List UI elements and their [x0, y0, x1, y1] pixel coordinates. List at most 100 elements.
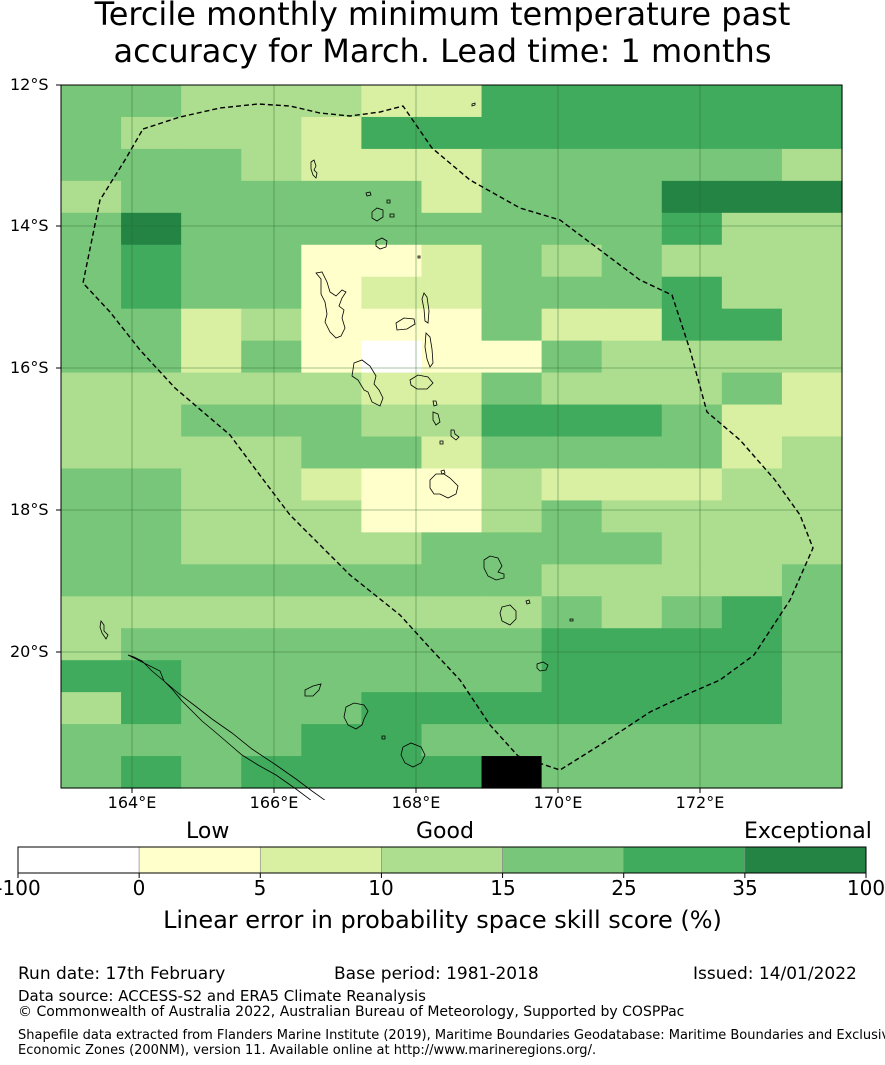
- grid-cell: [241, 276, 302, 310]
- grid-cell: [241, 628, 302, 661]
- grid-cell: [481, 276, 543, 310]
- grid-cell: [781, 564, 843, 597]
- grid-cell: [721, 596, 783, 629]
- grid-cell: [361, 692, 423, 725]
- grid-cell: [481, 244, 543, 278]
- grid-cell: [661, 212, 723, 246]
- grid-cell: [361, 308, 423, 342]
- grid-cell: [61, 500, 122, 533]
- legend-tick-0: 0: [132, 876, 146, 900]
- grid-cell: [121, 372, 182, 406]
- grid-cell: [181, 404, 242, 438]
- grid-cell: [361, 596, 423, 629]
- grid-cell: [541, 308, 603, 342]
- grid-cell: [781, 212, 843, 246]
- grid-cell: [781, 308, 843, 342]
- island-banks-2: [371, 207, 384, 222]
- grid-cell: [421, 692, 483, 725]
- grid-cell: [61, 116, 122, 150]
- grid-cell: [541, 724, 603, 757]
- grid-cell: [301, 596, 362, 629]
- grid-cell: [121, 212, 182, 246]
- grid-cell: [541, 404, 603, 438]
- grid-cell: [121, 660, 182, 693]
- grid-cell: [601, 724, 663, 757]
- legend-color-bin: [381, 846, 503, 874]
- legend-color-bin: [138, 846, 261, 874]
- grid-cell: [781, 468, 843, 501]
- grid-cell: [601, 596, 663, 629]
- grid-cell: [541, 372, 603, 406]
- grid-cell: [61, 692, 122, 725]
- grid-cell: [361, 116, 423, 150]
- island-ambae: [395, 317, 416, 331]
- lat-label-16s: 16°S: [10, 358, 49, 377]
- grid-cell: [541, 628, 603, 661]
- grid-cell: [721, 372, 783, 406]
- grid-cell: [361, 212, 423, 246]
- grid-cell: [61, 468, 122, 501]
- copyright-notice: © Commonwealth of Australia 2022, Austra…: [18, 1004, 685, 1020]
- shapefile-credit-line-2: Economic Zones (200NM), version 11. Avai…: [18, 1043, 597, 1058]
- grid-cell: [541, 468, 603, 501]
- grid-cell: [301, 660, 362, 693]
- grid-cell: [121, 532, 182, 565]
- grid-cell: [61, 372, 122, 406]
- coastlines: [99, 102, 574, 800]
- grid-cell: [181, 564, 242, 597]
- grid-cell: [601, 756, 663, 789]
- grid-cell: [121, 628, 182, 661]
- grid-cell: [721, 308, 783, 342]
- skill-score-map: [56, 84, 843, 800]
- island-small-3: [440, 469, 446, 475]
- grid-cell: [781, 628, 843, 661]
- grid-cell: [481, 628, 543, 661]
- legend-color-bin: [502, 846, 625, 874]
- run-date: Run date: 17th February: [18, 964, 226, 984]
- base-period: Base period: 1981-2018: [334, 964, 539, 984]
- grid-cell: [241, 180, 302, 214]
- grid-cell: [361, 85, 423, 118]
- grid-cell: [241, 532, 302, 565]
- grid-cell: [421, 212, 483, 246]
- grid-cell: [361, 628, 423, 661]
- grid-cell: [181, 116, 242, 150]
- island-ambrym: [409, 374, 434, 390]
- grid-cell: [541, 116, 603, 150]
- grid-cell: [601, 628, 663, 661]
- grid-cell: [61, 308, 122, 342]
- grid-cell: [601, 276, 663, 310]
- grid-cell: [481, 404, 543, 438]
- island-banks-4: [389, 213, 395, 218]
- grid-cell: [121, 180, 182, 214]
- grid-cell: [241, 724, 302, 757]
- grid-cell: [481, 756, 543, 789]
- grid-cell: [241, 660, 302, 693]
- grid-cell: [121, 724, 182, 757]
- island-tanna: [499, 604, 517, 626]
- grid-cell: [181, 244, 242, 278]
- grid-cell: [121, 244, 182, 278]
- grid-cell: [481, 660, 543, 693]
- grid-cell: [661, 180, 723, 214]
- grid-cell: [601, 85, 663, 118]
- grid-cell: [721, 500, 783, 533]
- grid-cell: [301, 372, 362, 406]
- grid-cell: [481, 180, 543, 214]
- grid-cell: [541, 276, 603, 310]
- grid-cell: [781, 276, 843, 310]
- grid-cell: [601, 500, 663, 533]
- grid-cell: [541, 596, 603, 629]
- map-frame: [60, 84, 843, 789]
- grid-cell: [181, 692, 242, 725]
- grid-cell: [781, 244, 843, 278]
- grid-cell: [421, 468, 483, 501]
- island-maewo: [421, 292, 430, 324]
- grid-cell: [361, 148, 423, 182]
- grid-cell: [721, 212, 783, 246]
- grid-cell: [481, 468, 543, 501]
- map-title-line-1: Tercile monthly minimum temperature past: [94, 0, 791, 33]
- grid-cell: [721, 692, 783, 725]
- lon-label-170e: 170°E: [533, 793, 583, 812]
- map-title-line-2: accuracy for March. Lead time: 1 months: [113, 32, 772, 70]
